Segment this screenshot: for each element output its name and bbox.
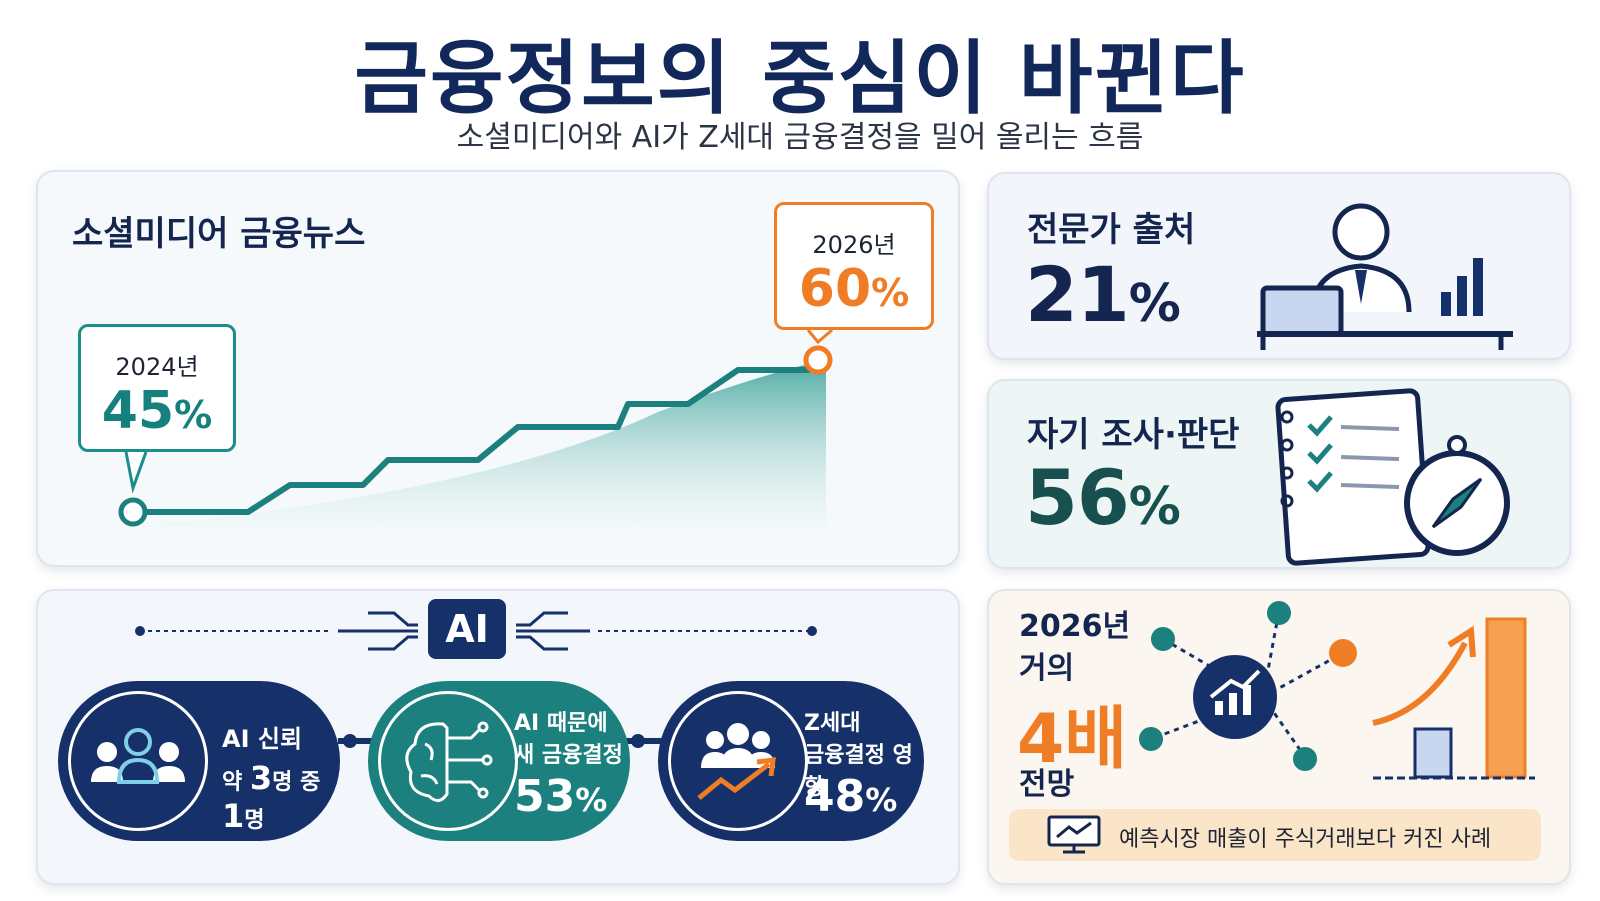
note-bar: 예측시장 매출이 주식거래보다 커진 사례 (1009, 809, 1541, 861)
expert-source-title: 전문가 출처 (1027, 210, 1196, 250)
ai-new-decision-line1: AI 때문에 (514, 711, 608, 736)
people-group-icon (91, 728, 185, 784)
people-trend-icon (697, 723, 776, 800)
callout-2026-value: 60% (798, 259, 910, 319)
chart-area-fill (133, 360, 826, 527)
note-text: 예측시장 매출이 주식거래보다 커진 사례 (1119, 827, 1492, 852)
genz-influence-pill: Z세대 금융결정 영향 48% (658, 681, 924, 841)
genz-influence-line1: Z세대 (804, 711, 861, 736)
callout-pointer-2026 (806, 328, 833, 345)
checklist-compass-icon (1275, 388, 1510, 566)
callout-pointer-2024 (124, 451, 148, 494)
page-title: 금융정보의 중심이 바뀐다 (354, 32, 1246, 125)
genz-influence-line2: 금융결정 영향 (804, 743, 913, 800)
ai-new-decision-pill: AI 때문에 새 금융결정 53% (368, 681, 630, 841)
social-news-title: 소셜미디어 금융뉴스 (72, 214, 366, 254)
brain-circuit-icon (405, 721, 493, 802)
genz-influence-icon-circle (668, 691, 808, 831)
self-research-title: 자기 조사·판단 (1027, 415, 1240, 455)
bar-growth-icon (1372, 617, 1535, 780)
ai-trust-pill: AI 신뢰 약 3명 중 1명 (58, 681, 340, 841)
data-point-end (803, 345, 833, 375)
callout-2024-year: 2024년 (115, 353, 199, 381)
forecast-almost: 거의 (1019, 651, 1075, 686)
self-research-value: 56% (1025, 453, 1181, 542)
monitor-chart-icon (1047, 815, 1101, 854)
callout-2024: 2024년 45% (78, 324, 236, 452)
data-point-start (118, 497, 148, 527)
network-chart-icon (1139, 601, 1357, 771)
social-news-card: 소셜미디어 금융뉴스 2024년 45% 2026년 60% (36, 170, 960, 567)
expert-source-value: 21% (1025, 250, 1181, 339)
pill-connectors (338, 734, 662, 748)
ai-badge: AI (428, 599, 506, 659)
callout-2026-year: 2026년 (812, 231, 896, 259)
prediction-market-card: 2026년 거의 4배 전망 예측시장 매출이 주식거래보다 커진 (987, 589, 1571, 885)
expert-source-card: 전문가 출처 21% (987, 172, 1571, 360)
ai-trust-ratio: 약 3명 중 1명 (222, 759, 321, 835)
forecast-year: 2026년 (1019, 609, 1131, 644)
expert-at-desk-icon (1257, 203, 1513, 350)
circuit-line-decoration (135, 611, 817, 651)
page-subtitle: 소셜미디어와 AI가 Z세대 금융결정을 밀어 올리는 흐름 (456, 120, 1144, 155)
forecast-outlook: 전망 (1019, 767, 1075, 802)
forecast-multiplier: 4배 (1017, 700, 1127, 779)
ai-new-decision-value: 53% (514, 771, 608, 822)
ai-new-decision-line2: 새 금융결정 (514, 743, 623, 768)
ai-card: AI AI 신뢰 약 3명 중 1명 (36, 589, 960, 885)
self-research-card: 자기 조사·판단 56% (987, 379, 1571, 569)
series-line (133, 357, 821, 515)
callout-2024-value: 45% (101, 381, 213, 441)
ai-trust-icon-circle (68, 691, 208, 831)
ai-trust-label: AI 신뢰 (222, 725, 303, 753)
ai-new-decision-icon-circle (378, 691, 518, 831)
genz-influence-value: 48% (804, 771, 898, 822)
growth-chart (118, 328, 833, 527)
callout-2026: 2026년 60% (774, 202, 934, 330)
